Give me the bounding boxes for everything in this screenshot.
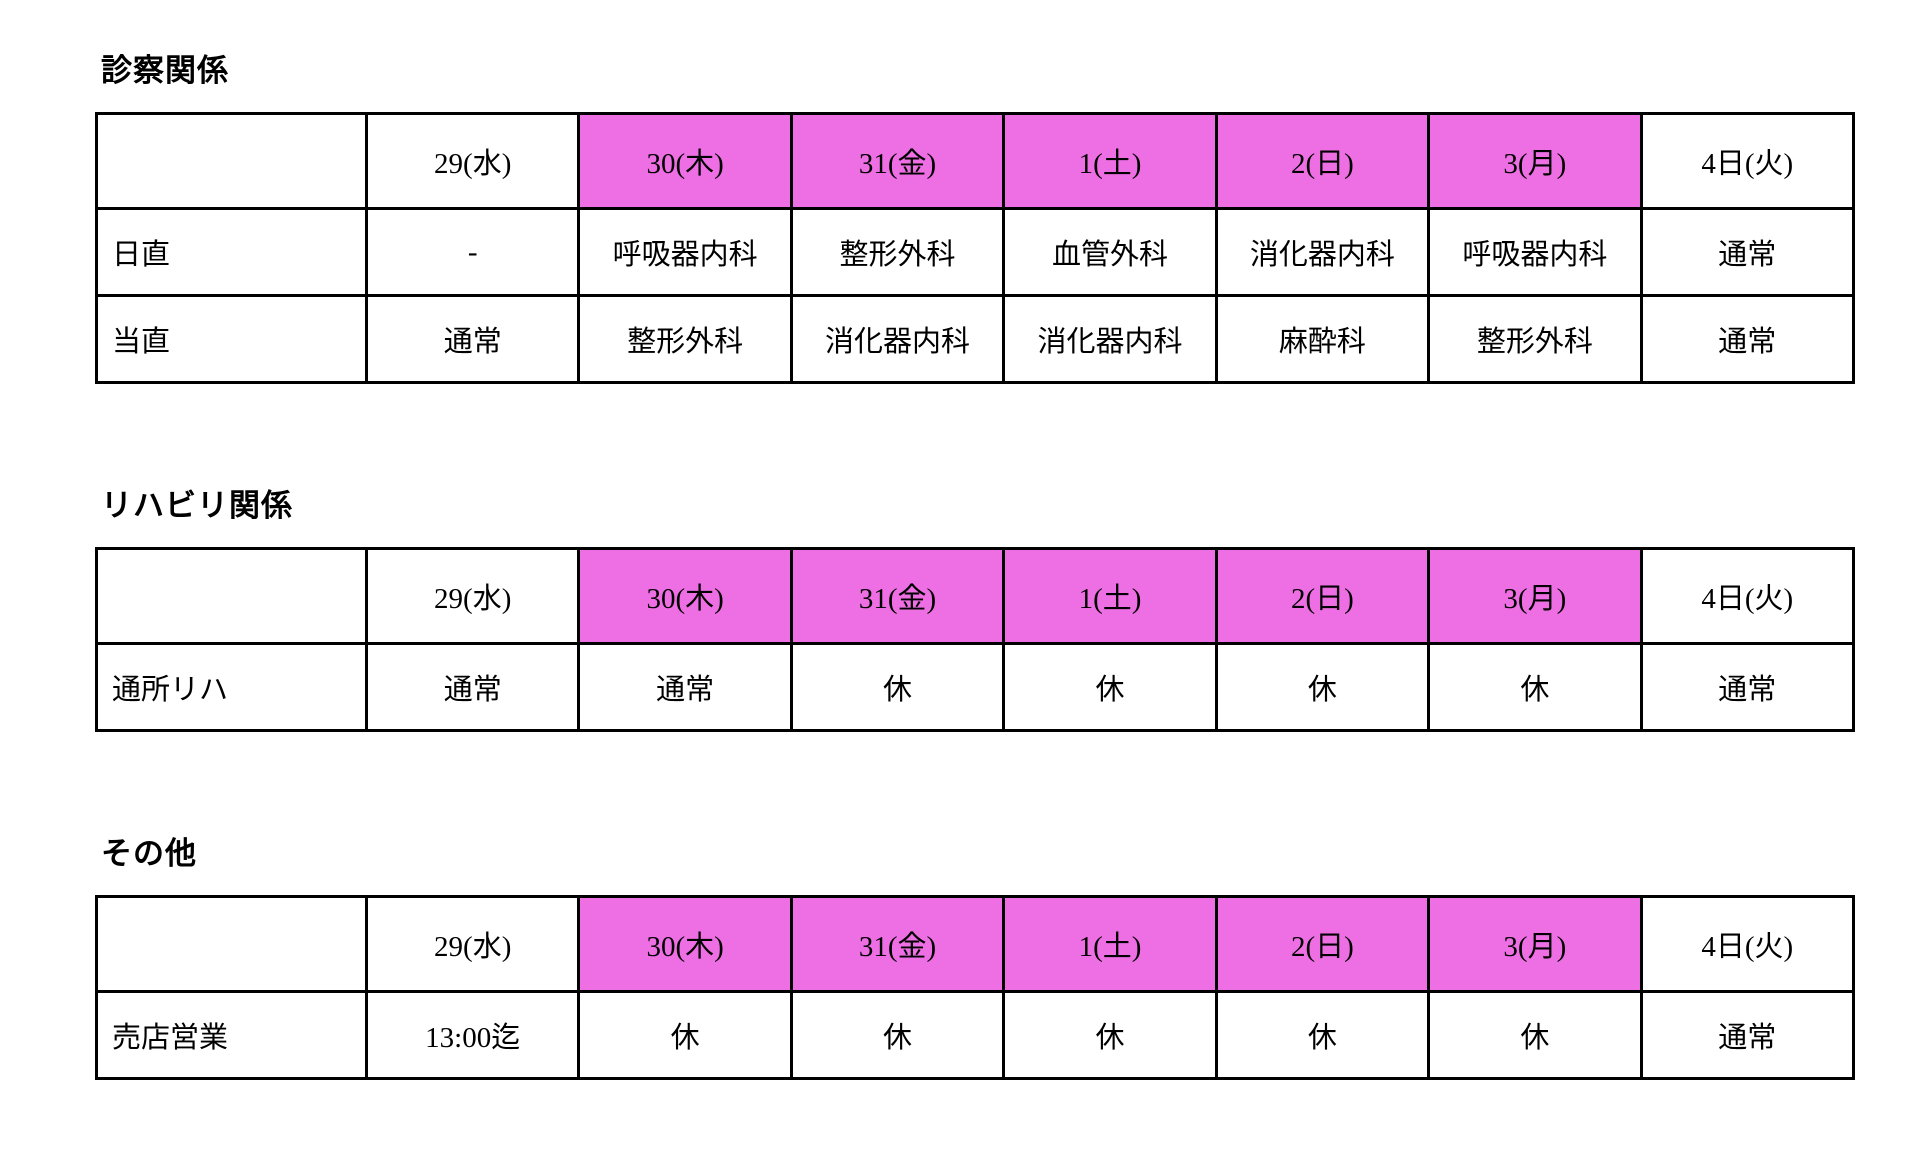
corner-cell xyxy=(95,112,368,210)
schedule-cell: 休 xyxy=(1214,642,1431,732)
row-label-cell: 売店営業 xyxy=(95,990,368,1080)
schedule-cell: 通常 xyxy=(1639,294,1856,384)
table-row-night-duty: 当直 通常 整形外科 消化器内科 消化器内科 麻酔科 整形外科 通常 xyxy=(95,294,1856,384)
date-header-cell-holiday: 30(木) xyxy=(577,895,793,993)
date-header-cell-holiday: 30(木) xyxy=(577,112,793,210)
schedule-cell: 整形外科 xyxy=(577,294,793,384)
schedule-cell: 通常 xyxy=(364,294,581,384)
date-header-cell-holiday: 31(金) xyxy=(789,112,1006,210)
section-title-rehabilitation: リハビリ関係 xyxy=(101,488,293,523)
date-header-row: 29(水) 30(木) 31(金) 1(土) 2(日) 3(月) 4日(火) xyxy=(95,547,1856,645)
schedule-cell: 消化器内科 xyxy=(1214,207,1431,297)
rehabilitation-table: 29(水) 30(木) 31(金) 1(土) 2(日) 3(月) 4日(火) 通… xyxy=(95,547,1856,732)
date-header-cell-holiday: 30(木) xyxy=(577,547,793,645)
date-header-row: 29(水) 30(木) 31(金) 1(土) 2(日) 3(月) 4日(火) xyxy=(95,895,1856,993)
date-header-cell-holiday: 3(月) xyxy=(1427,112,1643,210)
date-header-cell-holiday: 1(土) xyxy=(1002,895,1218,993)
schedule-cell: 消化器内科 xyxy=(1002,294,1218,384)
examination-table: 29(水) 30(木) 31(金) 1(土) 2(日) 3(月) 4日(火) 日… xyxy=(95,112,1856,384)
schedule-cell: 休 xyxy=(1427,990,1643,1080)
date-header-cell: 29(水) xyxy=(364,547,581,645)
table-row-shop: 売店営業 13:00迄 休 休 休 休 休 通常 xyxy=(95,990,1856,1080)
date-header-cell-holiday: 2(日) xyxy=(1214,895,1431,993)
schedule-cell: 麻酔科 xyxy=(1214,294,1431,384)
schedule-cell: 休 xyxy=(789,990,1006,1080)
section-title-examination: 診察関係 xyxy=(101,53,229,88)
date-header-cell: 4日(火) xyxy=(1639,895,1856,993)
date-header-cell-holiday: 3(月) xyxy=(1427,895,1643,993)
row-label-cell: 通所リハ xyxy=(95,642,368,732)
corner-cell xyxy=(95,547,368,645)
date-header-cell: 4日(火) xyxy=(1639,547,1856,645)
schedule-cell: 休 xyxy=(1427,642,1643,732)
date-header-cell-holiday: 2(日) xyxy=(1214,112,1431,210)
schedule-cell: 休 xyxy=(1002,642,1218,732)
schedule-cell: 通常 xyxy=(1639,642,1856,732)
holiday-schedule-page: 診察関係 29(水) 30(木) 31(金) 1(土) 2(日) 3(月) 4日… xyxy=(95,52,1856,1080)
date-header-cell-holiday: 2(日) xyxy=(1214,547,1431,645)
section-rehabilitation: リハビリ関係 29(水) 30(木) 31(金) 1(土) 2(日) 3(月) … xyxy=(95,487,1856,732)
row-label-cell: 当直 xyxy=(95,294,368,384)
schedule-cell: 13:00迄 xyxy=(364,990,581,1080)
schedule-cell: 休 xyxy=(789,642,1006,732)
schedule-cell: 呼吸器内科 xyxy=(577,207,793,297)
schedule-cell: - xyxy=(364,207,581,297)
schedule-cell: 通常 xyxy=(1639,207,1856,297)
row-label-cell: 日直 xyxy=(95,207,368,297)
corner-cell xyxy=(95,895,368,993)
section-others: その他 29(水) 30(木) 31(金) 1(土) 2(日) 3(月) 4日(… xyxy=(95,835,1856,1080)
date-header-cell-holiday: 1(土) xyxy=(1002,112,1218,210)
schedule-cell: 休 xyxy=(1002,990,1218,1080)
section-examination: 診察関係 29(水) 30(木) 31(金) 1(土) 2(日) 3(月) 4日… xyxy=(95,52,1856,384)
date-header-cell: 4日(火) xyxy=(1639,112,1856,210)
schedule-cell: 休 xyxy=(577,990,793,1080)
date-header-cell: 29(水) xyxy=(364,895,581,993)
table-row-outpatient-rehab: 通所リハ 通常 通常 休 休 休 休 通常 xyxy=(95,642,1856,732)
date-header-cell-holiday: 31(金) xyxy=(789,547,1006,645)
others-table: 29(水) 30(木) 31(金) 1(土) 2(日) 3(月) 4日(火) 売… xyxy=(95,895,1856,1080)
date-header-row: 29(水) 30(木) 31(金) 1(土) 2(日) 3(月) 4日(火) xyxy=(95,112,1856,210)
date-header-cell-holiday: 1(土) xyxy=(1002,547,1218,645)
schedule-cell: 通常 xyxy=(1639,990,1856,1080)
date-header-cell-holiday: 31(金) xyxy=(789,895,1006,993)
schedule-cell: 通常 xyxy=(364,642,581,732)
schedule-cell: 呼吸器内科 xyxy=(1427,207,1643,297)
schedule-cell: 通常 xyxy=(577,642,793,732)
table-row-day-duty: 日直 - 呼吸器内科 整形外科 血管外科 消化器内科 呼吸器内科 通常 xyxy=(95,207,1856,297)
schedule-cell: 血管外科 xyxy=(1002,207,1218,297)
date-header-cell-holiday: 3(月) xyxy=(1427,547,1643,645)
date-header-cell: 29(水) xyxy=(364,112,581,210)
section-title-others: その他 xyxy=(101,836,197,871)
schedule-cell: 休 xyxy=(1214,990,1431,1080)
schedule-cell: 整形外科 xyxy=(1427,294,1643,384)
schedule-cell: 整形外科 xyxy=(789,207,1006,297)
schedule-cell: 消化器内科 xyxy=(789,294,1006,384)
